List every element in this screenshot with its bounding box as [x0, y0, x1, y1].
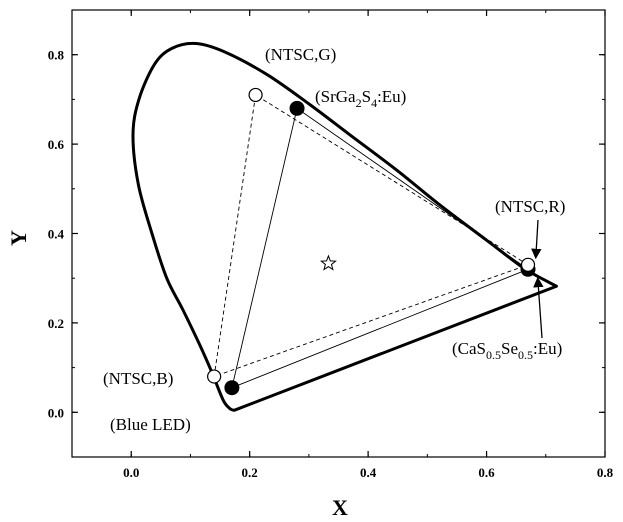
- white-point-star: [319, 254, 337, 271]
- y-tick-label: 0.4: [48, 227, 65, 242]
- y-tick-label: 0.0: [48, 405, 64, 420]
- x-tick-label: 0.0: [123, 465, 139, 480]
- phosphor-point-1: [289, 100, 305, 116]
- ntsc-point-1: [248, 87, 263, 103]
- x-tick-label: 0.4: [360, 465, 377, 480]
- label-cas-se-eu: (CaS0.5Se0.5:Eu): [452, 339, 562, 362]
- phosphor-triangle: [231, 107, 529, 389]
- x-tick-label: 0.6: [478, 465, 495, 480]
- x-tick-label: 0.8: [597, 465, 614, 480]
- label-ntsc-g: (NTSC,G): [265, 45, 336, 64]
- axis-ticks: 0.0 0.2 0.4 0.6 0.8 0.0 0.2 0.4 0.6 0.8: [48, 9, 614, 480]
- label-ntsc-r: (NTSC,R): [495, 197, 565, 216]
- label-blue-led: (Blue LED): [110, 415, 191, 434]
- y-tick-label: 0.8: [48, 48, 65, 63]
- phosphor-point-2: [224, 380, 240, 396]
- arrow-cas-se-eu: [533, 276, 544, 339]
- y-axis-label: Y: [6, 230, 31, 246]
- arrow-ntsc-r: [531, 219, 542, 260]
- x-tick-label: 0.2: [242, 465, 258, 480]
- ntsc-point-2: [207, 369, 222, 384]
- x-axis-label: X: [332, 495, 348, 520]
- ntsc-triangle: [213, 94, 530, 378]
- label-srga2s4-eu: (SrGa2S4:Eu): [315, 87, 406, 110]
- y-tick-label: 0.6: [48, 137, 65, 152]
- ntsc-point-0: [520, 257, 536, 272]
- y-tick-label: 0.2: [48, 316, 64, 331]
- label-ntsc-b: (NTSC,B): [103, 369, 173, 388]
- data-points: [207, 87, 536, 396]
